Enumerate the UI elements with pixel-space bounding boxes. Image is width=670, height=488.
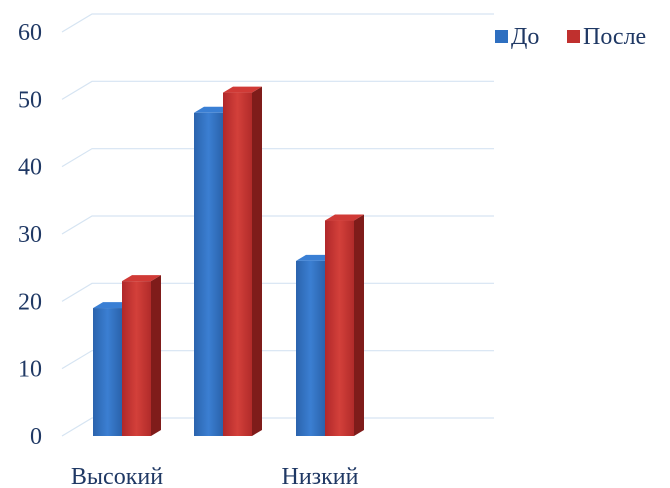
legend-label-1: После — [583, 24, 646, 50]
gridline-40 — [61, 148, 494, 168]
bar-После-category1 — [223, 86, 262, 436]
legend-label-0: До — [511, 24, 539, 50]
y-tick-label-40: 40 — [18, 155, 42, 181]
gridline-30 — [61, 215, 494, 235]
legend-item-0: До — [495, 24, 539, 50]
legend-swatch-0 — [495, 30, 508, 43]
x-category-label-2: Низкий — [281, 464, 358, 488]
legend-item-1: После — [567, 24, 646, 50]
bar-После-Высокий — [122, 275, 161, 436]
bars — [93, 86, 364, 437]
y-tick-label-60: 60 — [18, 20, 42, 46]
gridline-50 — [61, 80, 494, 100]
y-axis-tick-labels: 0 10 20 30 40 50 60 — [18, 20, 42, 450]
y-tick-label-10: 10 — [18, 357, 42, 383]
y-tick-label-50: 50 — [18, 87, 42, 113]
y-tick-label-0: 0 — [30, 424, 42, 450]
gridlines — [61, 13, 494, 437]
bar-После-Низкий — [325, 214, 364, 436]
x-category-label-0: Высокий — [71, 464, 163, 488]
y-tick-label-20: 20 — [18, 289, 42, 315]
gridline-60 — [61, 13, 494, 33]
legend-swatch-1 — [567, 30, 580, 43]
legend: До После — [495, 24, 646, 50]
x-axis-category-labels: Высокий Низкий — [71, 464, 359, 488]
y-tick-label-30: 30 — [18, 222, 42, 248]
